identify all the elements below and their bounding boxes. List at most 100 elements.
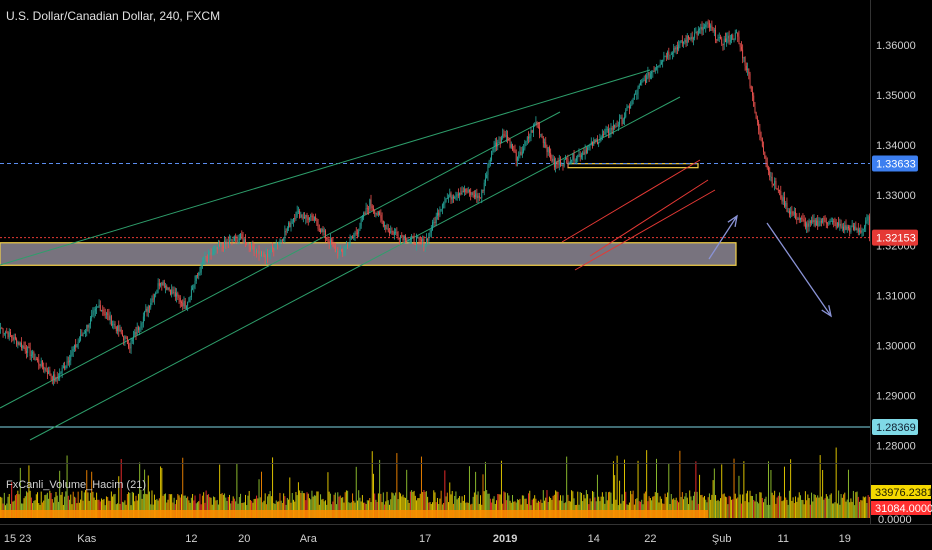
volume-bar	[270, 496, 272, 518]
volume-bar	[434, 492, 436, 518]
volume-bar	[868, 496, 870, 518]
x-tick-label: 2019	[493, 533, 517, 545]
candle-body	[652, 71, 654, 73]
candle-body	[126, 337, 128, 345]
volume-bar	[726, 497, 728, 518]
candle-body	[374, 210, 376, 214]
volume-bar	[35, 494, 37, 518]
candle-body	[272, 247, 273, 249]
volume-bar	[386, 491, 388, 518]
volume-bar	[455, 491, 457, 518]
volume-bar	[863, 497, 865, 518]
volume-bar	[393, 495, 395, 518]
y-tick-label: 1.31000	[876, 290, 916, 302]
volume-bar	[328, 491, 330, 518]
candle-body	[435, 215, 437, 223]
candle-body	[796, 218, 798, 220]
candle-body	[861, 230, 863, 233]
candle-body	[781, 198, 783, 202]
candle-body	[363, 213, 365, 218]
candle-body	[638, 85, 640, 88]
candle-body	[477, 195, 479, 199]
candle-body	[499, 141, 501, 143]
candle-body	[94, 308, 96, 311]
candle-body	[206, 256, 208, 258]
candle-body	[579, 154, 581, 158]
candle-body	[536, 121, 538, 127]
candle-body	[608, 128, 609, 134]
candle-body	[428, 233, 430, 241]
volume-bar	[727, 504, 729, 518]
candle-body	[498, 141, 500, 143]
volume-bar	[412, 491, 414, 518]
candle-body	[225, 240, 227, 244]
volume-bar	[261, 471, 262, 518]
candle-body	[850, 226, 852, 232]
volume-bar	[96, 492, 98, 518]
volume-bar	[587, 494, 589, 518]
candle-body	[379, 211, 381, 215]
volume-bar	[734, 493, 736, 518]
volume-bar	[294, 501, 296, 518]
x-tick-label: 14	[588, 533, 600, 545]
candle-body	[780, 190, 782, 199]
candle-body	[755, 112, 757, 119]
candle-body	[726, 38, 728, 43]
volume-bar	[553, 494, 555, 518]
candle-body	[157, 283, 159, 290]
volume-bar	[751, 495, 753, 518]
volume-bar	[358, 490, 360, 518]
candle-body	[425, 239, 427, 245]
candle-body	[795, 211, 796, 219]
volume-bar	[194, 495, 196, 518]
volume-bar	[256, 495, 258, 518]
volume-bar	[823, 499, 825, 518]
candle-body	[561, 165, 563, 166]
volume-bar	[521, 495, 523, 518]
candle-body	[401, 235, 403, 237]
volume-bar	[269, 491, 271, 518]
volume-bar	[755, 493, 757, 518]
price-axis[interactable]: 1.36000 1.35000 1.34000 1.33000 1.32000 …	[876, 40, 916, 452]
candle-body	[572, 153, 574, 160]
candle-body	[568, 163, 570, 164]
volume-bar	[834, 502, 836, 518]
volume-bar	[619, 480, 621, 518]
candle-body	[491, 150, 493, 161]
volume-bar	[640, 501, 641, 518]
candle-body	[788, 210, 790, 215]
volume-bar	[670, 494, 672, 518]
candle-body	[534, 124, 536, 126]
volume-bar	[165, 493, 167, 518]
volume-bar	[182, 457, 184, 518]
candle-body	[455, 196, 457, 198]
volume-bar	[183, 495, 185, 518]
candle-body	[793, 211, 795, 215]
volume-bar	[860, 500, 862, 518]
volume-bar	[699, 474, 701, 518]
volume-bar	[612, 461, 614, 518]
candle-body	[621, 117, 623, 125]
candle-body	[713, 29, 715, 31]
y-tick-label: 1.29000	[876, 390, 916, 402]
price-tag: 1.32153	[872, 229, 918, 246]
candle-body	[34, 358, 36, 360]
candle-body	[241, 233, 243, 238]
candle-body	[804, 221, 806, 228]
candle-body	[190, 289, 192, 298]
candle-body	[526, 137, 528, 142]
volume-bar	[592, 491, 594, 518]
volume-bar	[208, 494, 210, 518]
candle-body	[779, 190, 780, 192]
candle-body	[21, 342, 22, 348]
candle-body	[717, 37, 719, 41]
volume-bar	[840, 494, 842, 518]
candle-body	[658, 65, 660, 67]
candle-body	[581, 155, 582, 158]
volume-bar	[598, 496, 600, 518]
time-axis[interactable]: 15 23 Kas 12 20 Ara 17 2019 14 22 Şub 11…	[4, 533, 851, 545]
candle-body	[662, 59, 664, 63]
candle-body	[236, 237, 238, 243]
volume-bar	[147, 475, 149, 518]
